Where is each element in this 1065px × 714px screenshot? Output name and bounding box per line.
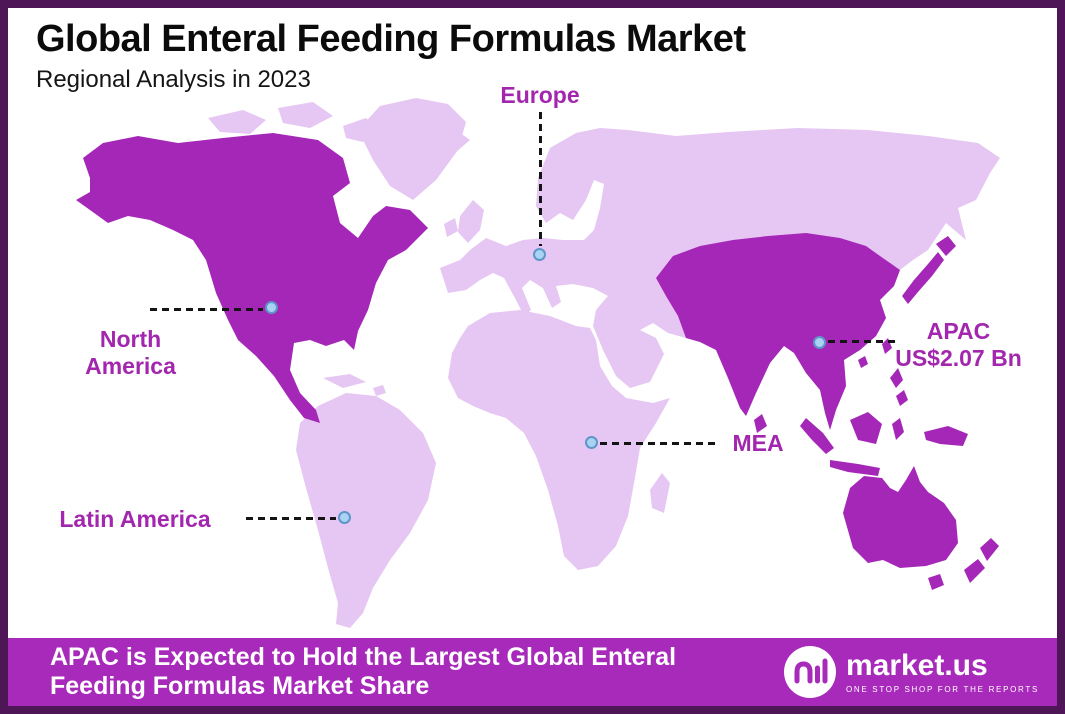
label-europe: Europe — [500, 82, 580, 108]
brand-name: market.us — [845, 648, 988, 682]
landmass-arctic-islands — [208, 102, 380, 142]
brand-tagline: ONE STOP SHOP FOR THE REPORTS — [845, 684, 1039, 694]
landmass-asia-apac — [656, 233, 900, 430]
label-latin-america: Latin America — [59, 506, 211, 532]
landmass-madagascar — [650, 473, 670, 513]
landmass-japan — [902, 236, 956, 304]
page-subtitle: Regional Analysis in 2023 — [36, 66, 311, 93]
landmass-north-america — [76, 133, 428, 423]
marketus-logo-text: market.us ONE STOP SHOP FOR THE REPORTS — [845, 648, 1039, 694]
marker-mea — [585, 436, 598, 449]
landmass-south-america — [296, 393, 436, 628]
banner-text-line1: APAC is Expected to Hold the Largest Glo… — [50, 642, 677, 671]
label-north-america: North America — [85, 326, 176, 380]
marker-latin-america — [338, 511, 351, 524]
landmass-greenland — [358, 98, 466, 200]
banner-text-line2: Feeding Formulas Market Share — [50, 672, 430, 700]
label-mea: MEA — [732, 430, 784, 456]
world-map — [76, 98, 1000, 628]
label-apac-name: APAC — [926, 318, 991, 344]
leader-line-latin-america — [246, 517, 336, 520]
landmass-new-zealand — [964, 538, 999, 583]
leader-line-north-america — [150, 308, 263, 311]
leader-line-mea — [600, 442, 716, 445]
label-apac-value: US$2.07 Bn — [895, 345, 1022, 372]
marker-europe — [533, 248, 546, 261]
landmass-indonesia — [800, 412, 968, 476]
landmass-caribbean — [323, 374, 386, 396]
marketus-logo-icon — [783, 646, 836, 698]
marker-apac — [813, 336, 826, 349]
marker-north-america — [265, 301, 278, 314]
landmass-australia — [843, 466, 958, 590]
marketus-logo: market.us ONE STOP SHOP FOR THE REPORTS — [783, 646, 1039, 698]
banner-text: APAC is Expected to Hold the Largest Glo… — [50, 643, 676, 702]
landmass-africa — [448, 310, 670, 570]
footer-banner: APAC is Expected to Hold the Largest Glo… — [8, 638, 1057, 706]
landmass-uk-ireland — [444, 200, 484, 243]
label-apac: APAC US$2.07 Bn — [886, 318, 1031, 372]
landmass-iceland — [436, 130, 470, 152]
leader-line-europe — [539, 112, 542, 246]
landmass-sri-lanka — [754, 414, 767, 433]
leader-line-apac — [828, 340, 896, 343]
page-title: Global Enteral Feeding Formulas Market — [36, 18, 746, 60]
landmass-east-asia-islands — [858, 338, 908, 406]
